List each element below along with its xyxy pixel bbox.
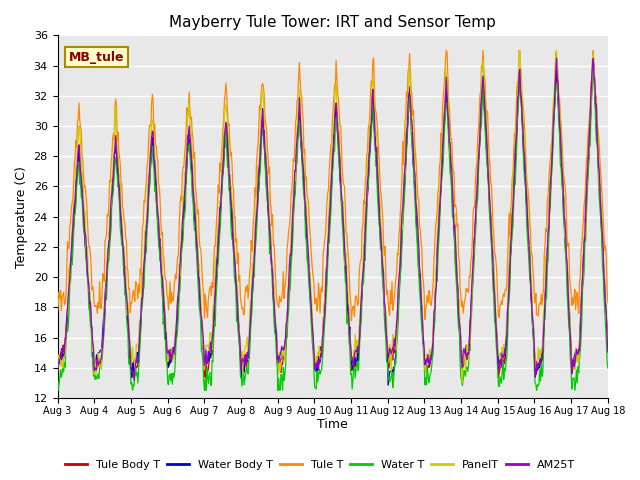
X-axis label: Time: Time xyxy=(317,419,348,432)
Y-axis label: Temperature (C): Temperature (C) xyxy=(15,166,28,267)
Text: MB_tule: MB_tule xyxy=(68,51,124,64)
Title: Mayberry Tule Tower: IRT and Sensor Temp: Mayberry Tule Tower: IRT and Sensor Temp xyxy=(169,15,496,30)
Legend: Tule Body T, Water Body T, Tule T, Water T, PanelT, AM25T: Tule Body T, Water Body T, Tule T, Water… xyxy=(61,456,579,474)
